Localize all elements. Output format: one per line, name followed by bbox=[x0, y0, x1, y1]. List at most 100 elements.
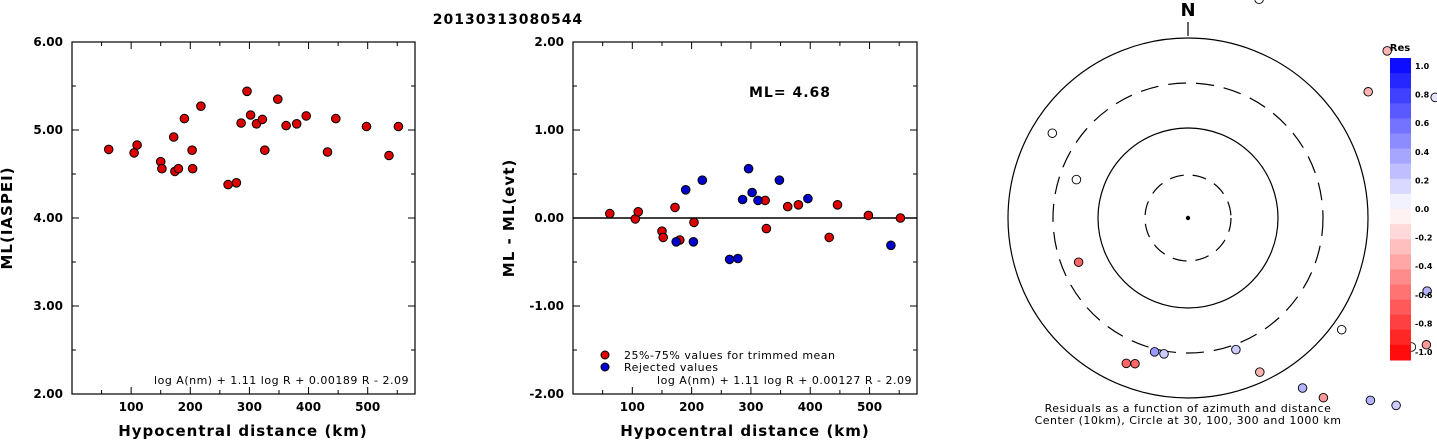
x-axis-label-1: Hypocentral distance (km) bbox=[118, 422, 368, 440]
x-tick-label: 500 bbox=[857, 400, 882, 414]
residual-point bbox=[1071, 174, 1082, 185]
data-point bbox=[281, 120, 291, 131]
colorbar-tick-label: 0.0 bbox=[1415, 205, 1430, 214]
x-tick-label: 300 bbox=[237, 400, 262, 414]
colorbar-cell bbox=[1390, 148, 1411, 165]
colorbar-cell bbox=[1390, 329, 1411, 346]
x-tick-label: 200 bbox=[178, 400, 203, 414]
data-point bbox=[886, 240, 896, 251]
data-point bbox=[605, 208, 615, 219]
ring-300km bbox=[1052, 82, 1324, 354]
data-point bbox=[187, 145, 197, 155]
colorbar-tick-label: -0.2 bbox=[1415, 234, 1433, 243]
data-point bbox=[761, 223, 772, 234]
x-tick-label: 400 bbox=[296, 400, 321, 414]
residual-point bbox=[1422, 286, 1432, 296]
colorbar-cell bbox=[1390, 88, 1411, 104]
colorbar-cell bbox=[1390, 209, 1411, 225]
colorbar-tick-label: -0.4 bbox=[1415, 262, 1433, 271]
residual-point bbox=[1421, 340, 1432, 350]
data-point bbox=[242, 86, 252, 97]
colorbar-tick-label: 0.2 bbox=[1415, 176, 1429, 185]
data-point bbox=[824, 232, 835, 243]
data-point bbox=[753, 195, 763, 206]
data-point bbox=[179, 113, 190, 124]
data-point bbox=[803, 193, 813, 204]
residual-point bbox=[1231, 344, 1241, 355]
data-point bbox=[223, 179, 233, 190]
legend-label-rejected: Rejected values bbox=[624, 361, 719, 374]
residual-point bbox=[1255, 367, 1265, 377]
x-tick-label: 300 bbox=[738, 400, 763, 414]
data-point bbox=[260, 145, 270, 155]
data-point bbox=[737, 194, 748, 205]
residual-point bbox=[1073, 257, 1084, 267]
ml-annotation: ML= 4.68 bbox=[749, 85, 831, 101]
data-point bbox=[724, 254, 735, 265]
residual-point bbox=[1121, 358, 1132, 369]
y-tick-label: 5.00 bbox=[33, 123, 63, 137]
residual-point bbox=[1159, 349, 1169, 359]
colorbar-tick-label: -0.6 bbox=[1415, 291, 1433, 300]
residual-point bbox=[1047, 128, 1058, 138]
colorbar-cell bbox=[1390, 254, 1411, 270]
data-point bbox=[301, 111, 312, 121]
polar-caption-2: Center (10km), Circle at 30, 100, 300 an… bbox=[1035, 414, 1342, 427]
colorbar-cell bbox=[1390, 284, 1411, 301]
data-point bbox=[103, 144, 114, 155]
data-point bbox=[697, 175, 708, 185]
data-point bbox=[245, 110, 256, 120]
colorbar-cell bbox=[1390, 193, 1411, 210]
colorbar-tick-label: 0.6 bbox=[1415, 119, 1430, 128]
data-point bbox=[689, 217, 699, 228]
ring-100km bbox=[1097, 127, 1279, 309]
legend-marker-rejected bbox=[600, 362, 610, 372]
data-point bbox=[196, 101, 206, 111]
residual-point bbox=[1318, 392, 1329, 403]
data-point bbox=[393, 121, 404, 132]
colorbar-cell bbox=[1390, 133, 1411, 150]
colorbar-tick-label: -0.8 bbox=[1415, 319, 1433, 328]
data-point bbox=[782, 201, 793, 212]
north-label: N bbox=[1180, 0, 1195, 21]
data-point bbox=[257, 114, 268, 125]
y-tick-label: -2.00 bbox=[529, 387, 564, 401]
colorbar-cell bbox=[1390, 178, 1411, 195]
colorbar-cell bbox=[1390, 118, 1411, 134]
data-point bbox=[680, 185, 691, 195]
data-point bbox=[832, 200, 843, 210]
polar-caption-1: Residuals as a function of azimuth and d… bbox=[1045, 402, 1332, 415]
panel-azimuth-residuals: N Residuals as a function of azimuth and… bbox=[1007, 0, 1437, 427]
residual-point bbox=[1297, 383, 1308, 393]
y-axis-label-1: ML(IASPEI) bbox=[0, 166, 16, 269]
colorbar-cell bbox=[1390, 239, 1411, 255]
data-point bbox=[361, 121, 372, 132]
panel-ml-iaspei: 100 200 300 400 500 2.00 3.00 4.00 5.00 6.00 log … bbox=[0, 35, 416, 440]
residual-point bbox=[1336, 324, 1347, 335]
data-point bbox=[384, 150, 394, 161]
residual-point bbox=[1365, 395, 1376, 406]
plot-frame-1 bbox=[71, 41, 416, 395]
legend: 25%-75% values for trimmed mean Rejected… bbox=[600, 349, 835, 374]
data-point bbox=[895, 213, 906, 223]
residual-point bbox=[1363, 87, 1373, 97]
colorbar-cell bbox=[1390, 299, 1411, 316]
formula-label-2: log A(nm) + 1.11 log R + 0.00127 R - 2.0… bbox=[657, 374, 912, 387]
residual-point bbox=[1149, 347, 1160, 357]
data-point bbox=[743, 163, 754, 174]
colorbar-title: Res bbox=[1390, 43, 1410, 54]
data-point bbox=[747, 187, 757, 198]
y-axis-label-2: ML - ML(evt) bbox=[500, 159, 518, 277]
ring-30km bbox=[1144, 174, 1232, 262]
y-tick-label: -1.00 bbox=[529, 299, 564, 313]
panel-ml-residual: 100 200 300 400 500 -2.00 -1.00 0.00 1.00 2.00 ML… bbox=[500, 35, 918, 440]
data-point bbox=[291, 119, 302, 129]
data-point bbox=[273, 94, 283, 104]
residual-point bbox=[1254, 0, 1264, 5]
y-tick-label: 2.00 bbox=[534, 35, 564, 49]
colorbar-tick-label: 0.4 bbox=[1415, 148, 1430, 157]
data-point bbox=[863, 210, 874, 221]
colorbar: Res 1.0 0.8 0.6 0.4 0.2 0.0 -0.2 -0.4 -0.6 -0.8 -1… bbox=[1390, 43, 1433, 361]
residual-point bbox=[1382, 46, 1392, 56]
